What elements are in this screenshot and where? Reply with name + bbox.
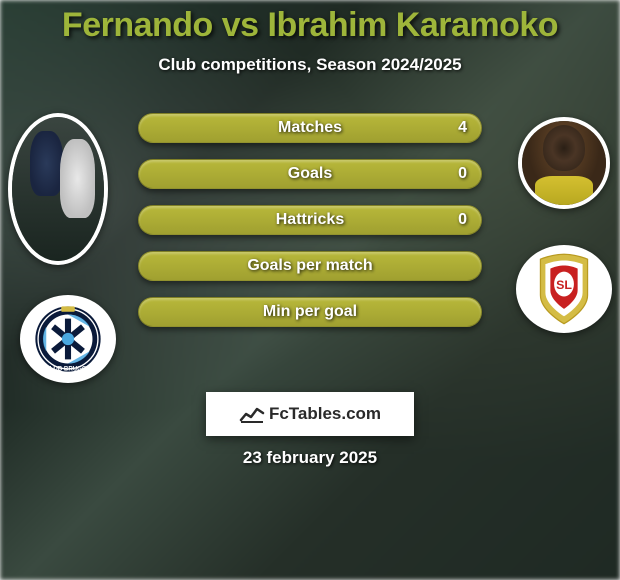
stat-bar-matches: Matches 4 [138, 113, 482, 143]
page-title: Fernando vs Ibrahim Karamoko [0, 6, 620, 45]
date-label: 23 february 2025 [0, 448, 620, 468]
stat-value: 0 [458, 211, 467, 229]
stat-value: 0 [458, 165, 467, 183]
svg-text:SL: SL [556, 278, 572, 292]
player-left-avatar [8, 113, 108, 265]
stat-label: Hattricks [139, 211, 481, 229]
comparison-area: CLUB BRUGGE SL Matches 4 Goals 0 Hattr [0, 103, 620, 383]
stat-bar-hattricks: Hattricks 0 [138, 205, 482, 235]
svg-text:CLUB BRUGGE: CLUB BRUGGE [45, 365, 90, 372]
infographic-container: Fernando vs Ibrahim Karamoko Club compet… [0, 0, 620, 580]
standard-liege-icon: SL [533, 251, 595, 327]
player-left-image [12, 117, 104, 261]
stat-value: 4 [458, 119, 467, 137]
stat-label: Goals per match [139, 257, 481, 275]
club-left-badge: CLUB BRUGGE [20, 295, 116, 383]
stat-bars: Matches 4 Goals 0 Hattricks 0 Goals per … [138, 113, 482, 343]
stat-bar-goals: Goals 0 [138, 159, 482, 189]
stat-label: Matches [139, 119, 481, 137]
player-right-image [522, 121, 606, 205]
fctables-icon [239, 404, 265, 424]
club-brugge-icon: CLUB BRUGGE [34, 305, 102, 373]
watermark-badge: FcTables.com [206, 392, 414, 436]
stat-label: Goals [139, 165, 481, 183]
watermark-text: FcTables.com [269, 404, 381, 424]
stat-bar-goals-per-match: Goals per match [138, 251, 482, 281]
club-right-badge: SL [516, 245, 612, 333]
subtitle: Club competitions, Season 2024/2025 [0, 55, 620, 75]
stat-bar-min-per-goal: Min per goal [138, 297, 482, 327]
stat-label: Min per goal [139, 303, 481, 321]
player-right-avatar [518, 117, 610, 209]
